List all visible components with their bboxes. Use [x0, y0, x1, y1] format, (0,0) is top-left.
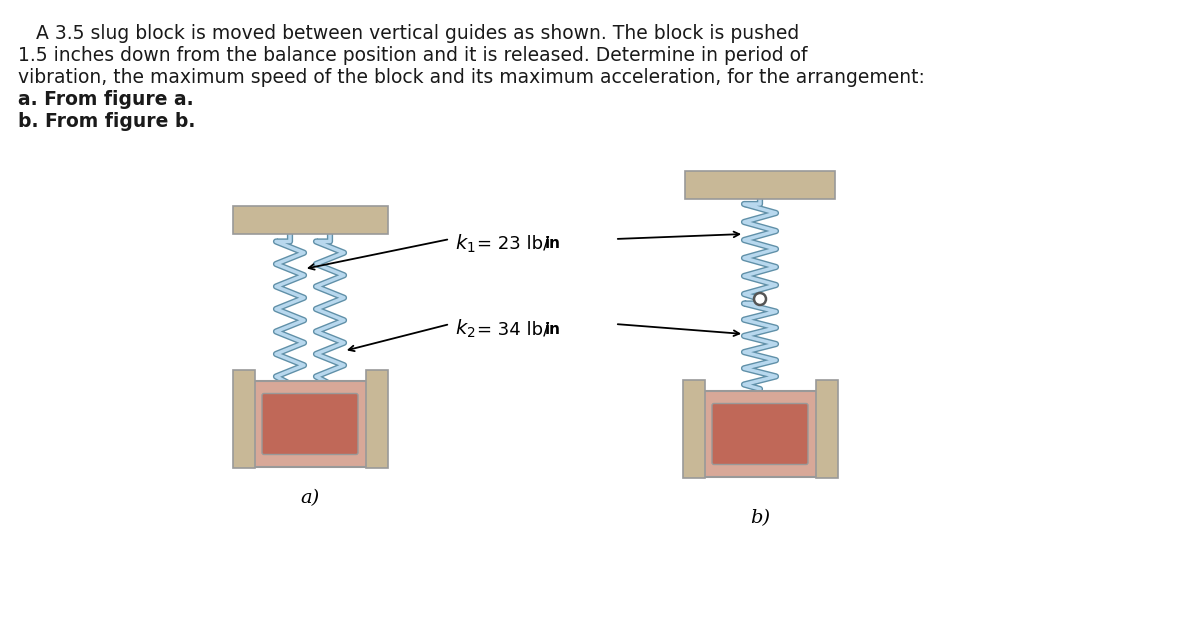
Text: b): b) [751, 509, 770, 527]
Bar [232, 370, 255, 468]
Text: in: in [545, 237, 561, 252]
Text: $k_1$: $k_1$ [455, 233, 475, 255]
Text: a. From figure a.: a. From figure a. [18, 90, 194, 109]
Bar [232, 206, 388, 234]
FancyBboxPatch shape [712, 403, 808, 464]
Bar [815, 380, 838, 478]
FancyBboxPatch shape [699, 391, 820, 477]
Bar [365, 370, 388, 468]
Text: = 34 lb/: = 34 lb/ [476, 320, 549, 338]
Bar [682, 380, 705, 478]
Text: 1.5 inches down from the balance position and it is released. Determine in perio: 1.5 inches down from the balance positio… [18, 46, 808, 65]
Text: = 23 lb/: = 23 lb/ [476, 235, 549, 253]
Text: $k_2$: $k_2$ [455, 318, 475, 340]
Circle shape [754, 293, 766, 305]
Text: vibration, the maximum speed of the block and its maximum acceleration, for the : vibration, the maximum speed of the bloc… [18, 68, 925, 87]
FancyBboxPatch shape [249, 381, 371, 467]
Bar [685, 171, 836, 199]
Text: b. From figure b.: b. From figure b. [18, 112, 195, 131]
Text: a): a) [300, 489, 320, 507]
FancyBboxPatch shape [262, 394, 358, 455]
Text: A 3.5 slug block is moved between vertical guides as shown. The block is pushed: A 3.5 slug block is moved between vertic… [18, 24, 800, 43]
Text: in: in [545, 321, 561, 337]
